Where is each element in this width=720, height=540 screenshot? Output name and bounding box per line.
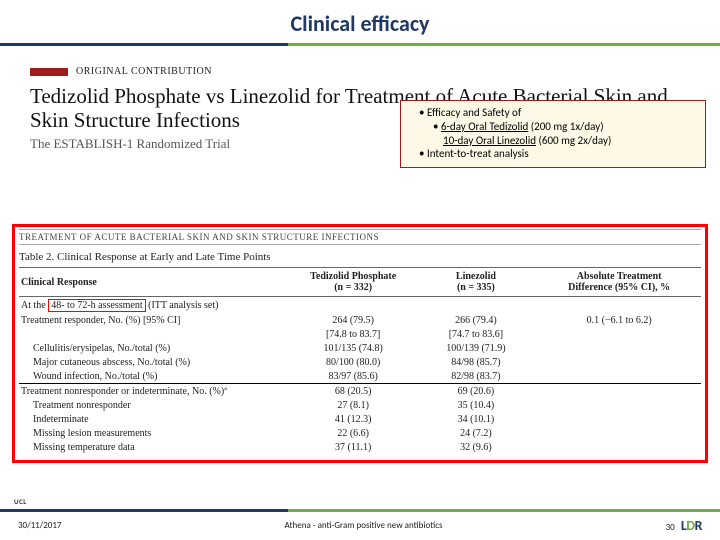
title-rule <box>0 43 720 46</box>
table-row: [74.8 to 83.7][74.7 to 83.6] <box>19 327 701 341</box>
cell <box>537 369 701 384</box>
cell <box>537 327 701 341</box>
row-label: Treatment nonresponder or indeterminate,… <box>19 384 292 399</box>
cell: 35 (10.4) <box>415 398 538 412</box>
table-row: Treatment responder, No. (%) [95% CI]264… <box>19 313 701 327</box>
cell: 0.1 (−6.1 to 6.2) <box>537 313 701 327</box>
slide-title: Clinical efficacy <box>0 0 720 37</box>
cell: 83/97 (85.6) <box>292 369 415 384</box>
cell <box>537 426 701 440</box>
cell <box>537 412 701 426</box>
row-label: Major cutaneous abscess, No./total (%) <box>19 355 292 369</box>
table-container: TREATMENT OF ACUTE BACTERIAL SKIN AND SK… <box>12 224 708 463</box>
cell: 69 (20.6) <box>415 384 538 399</box>
footer-bar: 30/11/2017 Athena - anti-Gram positive n… <box>0 517 720 534</box>
footer-date: 30/11/2017 <box>18 520 61 531</box>
row-label <box>19 327 292 341</box>
cell: 80/100 (80.0) <box>292 355 415 369</box>
summary-tedizolid: 6-day Oral Tedizolid <box>441 120 528 133</box>
cell: 68 (20.5) <box>292 384 415 399</box>
col-clinical-response: Clinical Response <box>19 268 292 297</box>
row-label: Missing lesion measurements <box>19 426 292 440</box>
cell <box>537 440 701 454</box>
summary-line-2: 6-day Oral Tedizolid (200 mg 1x/day) <box>433 120 697 134</box>
data-table: Clinical Response Tedizolid Phosphate(n … <box>19 267 701 454</box>
cell: 101/135 (74.8) <box>292 341 415 355</box>
table-row: Missing temperature data37 (11.1)32 (9.6… <box>19 440 701 454</box>
cell <box>537 355 701 369</box>
footer-center: Athena - anti-Gram positive new antibiot… <box>285 520 443 531</box>
cell: 22 (6.6) <box>292 426 415 440</box>
row-label: Wound infection, No./total (%) <box>19 369 292 384</box>
col-diff: Absolute TreatmentDifference (95% CI), % <box>537 268 701 297</box>
cell: [74.7 to 83.6] <box>415 327 538 341</box>
cell: 82/98 (83.7) <box>415 369 538 384</box>
footer-rule <box>0 509 720 512</box>
orig-label: ORIGINAL CONTRIBUTION <box>76 66 212 77</box>
cell <box>537 398 701 412</box>
row-label: Cellulitis/erysipelas, No./total (%) <box>19 341 292 355</box>
table-head: Clinical Response Tedizolid Phosphate(n … <box>19 268 701 297</box>
original-contribution-row: ORIGINAL CONTRIBUTION <box>30 66 720 77</box>
table-row: Wound infection, No./total (%)83/97 (85.… <box>19 369 701 384</box>
table-strip-title: TREATMENT OF ACUTE BACTERIAL SKIN AND SK… <box>19 229 701 245</box>
cell: 84/98 (85.7) <box>415 355 538 369</box>
logo-ucl: UCL <box>14 497 27 506</box>
section-48-72h: At the 48- to 72-h assessment (ITT analy… <box>19 297 701 314</box>
col-tedizolid: Tedizolid Phosphate(n = 332) <box>292 268 415 297</box>
cell: 24 (7.2) <box>415 426 538 440</box>
cell: [74.8 to 83.7] <box>292 327 415 341</box>
summary-line-4: Intent-to-treat analysis <box>419 147 697 161</box>
cell <box>537 384 701 399</box>
cell: 41 (12.3) <box>292 412 415 426</box>
table-row: Treatment nonresponder or indeterminate,… <box>19 384 701 399</box>
cell <box>537 341 701 355</box>
row-label: Indeterminate <box>19 412 292 426</box>
table-caption: Table 2. Clinical Response at Early and … <box>19 245 701 267</box>
cell: 34 (10.1) <box>415 412 538 426</box>
cell: 27 (8.1) <box>292 398 415 412</box>
table-row: Missing lesion measurements22 (6.6)24 (7… <box>19 426 701 440</box>
summary-line-3: 10-day Oral Linezolid (600 mg 2x/day) <box>433 134 697 148</box>
footer-right: 30 LDR <box>666 517 702 534</box>
col-linezolid: Linezolid(n = 335) <box>415 268 538 297</box>
summary-line-1: Efficacy and Safety of <box>419 106 697 120</box>
row-label: Missing temperature data <box>19 440 292 454</box>
page-number: 30 <box>666 522 675 533</box>
cell: 266 (79.4) <box>415 313 538 327</box>
table-body: At the 48- to 72-h assessment (ITT analy… <box>19 297 701 455</box>
table-row: Cellulitis/erysipelas, No./total (%)101/… <box>19 341 701 355</box>
cell: 100/139 (71.9) <box>415 341 538 355</box>
orig-marker <box>30 68 68 76</box>
table-row: Treatment nonresponder27 (8.1)35 (10.4) <box>19 398 701 412</box>
summary-linezolid: 10-day Oral Linezolid <box>443 134 536 147</box>
cell: 264 (79.5) <box>292 313 415 327</box>
row-label: Treatment responder, No. (%) [95% CI] <box>19 313 292 327</box>
row-label: Treatment nonresponder <box>19 398 292 412</box>
cell: 37 (11.1) <box>292 440 415 454</box>
summary-box: Efficacy and Safety of 6-day Oral Tedizo… <box>400 100 706 168</box>
table-row: Major cutaneous abscess, No./total (%)80… <box>19 355 701 369</box>
cell: 32 (9.6) <box>415 440 538 454</box>
table-row: Indeterminate41 (12.3)34 (10.1) <box>19 412 701 426</box>
logo-ldr: LDR <box>681 517 702 534</box>
